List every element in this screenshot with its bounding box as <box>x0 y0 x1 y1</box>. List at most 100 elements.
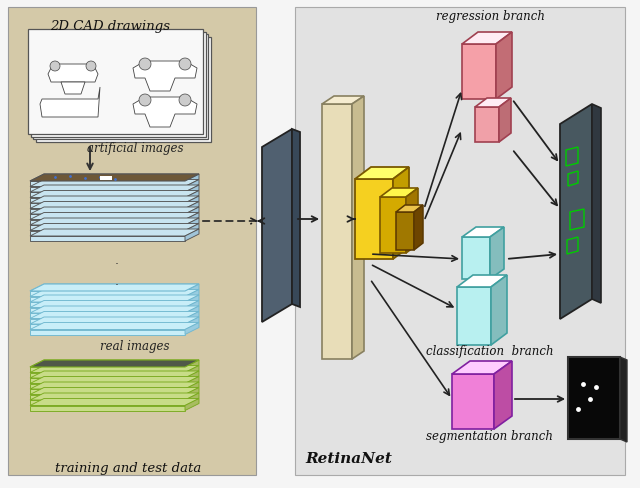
Polygon shape <box>30 303 185 307</box>
Text: segmentation branch: segmentation branch <box>426 429 554 442</box>
Circle shape <box>139 59 151 71</box>
Polygon shape <box>40 88 100 118</box>
Polygon shape <box>30 312 199 319</box>
Text: training and test data: training and test data <box>55 461 201 474</box>
Polygon shape <box>30 209 185 214</box>
Polygon shape <box>185 399 199 411</box>
Polygon shape <box>30 406 185 411</box>
FancyBboxPatch shape <box>33 35 208 140</box>
Polygon shape <box>185 213 199 225</box>
Polygon shape <box>355 168 409 180</box>
Polygon shape <box>457 275 507 287</box>
Polygon shape <box>30 317 199 325</box>
Polygon shape <box>30 231 185 236</box>
Polygon shape <box>452 374 494 429</box>
Polygon shape <box>30 400 185 405</box>
Polygon shape <box>30 215 185 220</box>
Polygon shape <box>185 219 199 230</box>
Polygon shape <box>462 227 504 238</box>
Polygon shape <box>48 65 98 83</box>
Polygon shape <box>185 377 199 389</box>
Polygon shape <box>30 207 199 215</box>
Polygon shape <box>185 317 199 329</box>
Polygon shape <box>185 382 199 394</box>
Polygon shape <box>414 205 423 250</box>
Polygon shape <box>30 175 199 182</box>
FancyBboxPatch shape <box>295 8 625 475</box>
Polygon shape <box>185 306 199 318</box>
Polygon shape <box>30 306 199 313</box>
Polygon shape <box>133 98 197 128</box>
Polygon shape <box>406 189 418 253</box>
Polygon shape <box>30 313 185 318</box>
Polygon shape <box>185 295 199 307</box>
Polygon shape <box>30 191 199 198</box>
Polygon shape <box>393 168 409 260</box>
Polygon shape <box>185 229 199 242</box>
Polygon shape <box>560 105 592 319</box>
FancyBboxPatch shape <box>35 38 211 142</box>
Polygon shape <box>30 182 185 186</box>
Text: regression branch: regression branch <box>435 10 545 23</box>
Polygon shape <box>496 33 512 100</box>
Polygon shape <box>185 207 199 220</box>
Polygon shape <box>396 213 414 250</box>
Polygon shape <box>462 33 512 45</box>
Polygon shape <box>355 180 393 260</box>
Polygon shape <box>30 237 185 242</box>
Polygon shape <box>30 395 185 400</box>
Polygon shape <box>185 191 199 203</box>
Polygon shape <box>30 202 199 209</box>
Polygon shape <box>452 361 512 374</box>
FancyBboxPatch shape <box>100 177 112 181</box>
Polygon shape <box>30 399 199 406</box>
Polygon shape <box>185 393 199 405</box>
Polygon shape <box>185 285 199 296</box>
Polygon shape <box>322 97 364 105</box>
Polygon shape <box>352 97 364 359</box>
Polygon shape <box>30 371 199 378</box>
Polygon shape <box>462 238 490 280</box>
Polygon shape <box>185 202 199 214</box>
Polygon shape <box>30 291 185 296</box>
Polygon shape <box>457 287 491 346</box>
Polygon shape <box>185 312 199 324</box>
Polygon shape <box>475 108 499 142</box>
Polygon shape <box>380 189 418 198</box>
Polygon shape <box>30 219 199 225</box>
FancyBboxPatch shape <box>28 30 203 135</box>
Polygon shape <box>262 130 292 323</box>
Polygon shape <box>30 185 199 193</box>
Polygon shape <box>30 301 199 308</box>
Polygon shape <box>185 180 199 192</box>
Polygon shape <box>185 371 199 383</box>
Polygon shape <box>396 205 423 213</box>
Circle shape <box>86 62 96 72</box>
Polygon shape <box>185 323 199 335</box>
Polygon shape <box>30 330 185 335</box>
Polygon shape <box>185 224 199 236</box>
Polygon shape <box>185 366 199 378</box>
Polygon shape <box>185 175 199 186</box>
Polygon shape <box>30 393 199 400</box>
Text: RetinaNet: RetinaNet <box>305 451 392 465</box>
Polygon shape <box>322 105 352 359</box>
Polygon shape <box>185 290 199 302</box>
Polygon shape <box>30 387 199 395</box>
Polygon shape <box>491 275 507 346</box>
Polygon shape <box>30 297 185 302</box>
Polygon shape <box>494 361 512 429</box>
Circle shape <box>179 95 191 107</box>
Polygon shape <box>30 187 185 192</box>
Polygon shape <box>462 45 496 100</box>
Polygon shape <box>30 198 185 203</box>
Polygon shape <box>475 99 511 108</box>
Circle shape <box>50 62 60 72</box>
Text: 2D CAD drawings: 2D CAD drawings <box>50 20 170 33</box>
Polygon shape <box>30 323 199 330</box>
Polygon shape <box>292 130 300 307</box>
Polygon shape <box>30 220 185 225</box>
Polygon shape <box>30 384 185 389</box>
Polygon shape <box>30 175 199 182</box>
Polygon shape <box>30 225 185 230</box>
